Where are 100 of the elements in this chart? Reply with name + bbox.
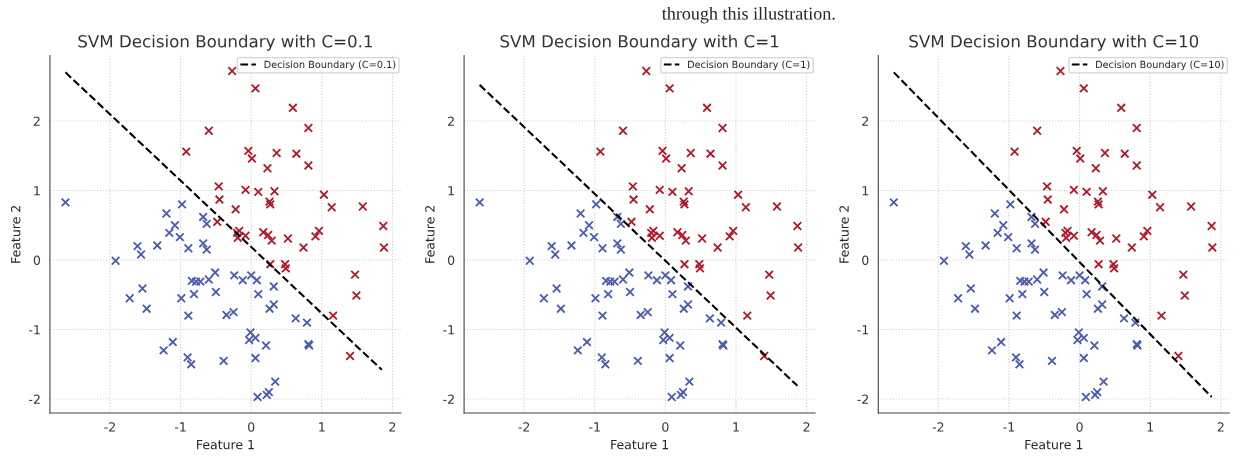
point bbox=[1004, 293, 1015, 303]
point bbox=[269, 186, 280, 196]
x-axis-title: Feature 1 bbox=[1025, 440, 1083, 450]
x-tick-label: -1 bbox=[174, 422, 186, 432]
point bbox=[1098, 186, 1108, 196]
point bbox=[964, 249, 975, 260]
point bbox=[618, 126, 628, 136]
point bbox=[110, 256, 121, 266]
x-tick-label: -2 bbox=[518, 422, 530, 432]
point bbox=[182, 352, 193, 363]
point bbox=[657, 146, 668, 156]
point bbox=[258, 227, 268, 237]
point bbox=[1038, 267, 1049, 278]
point bbox=[175, 232, 185, 242]
point bbox=[584, 220, 594, 230]
y-tick-label: -2 bbox=[857, 394, 868, 404]
point bbox=[250, 353, 261, 363]
x-tick-label: 0 bbox=[1076, 422, 1083, 432]
point bbox=[1030, 244, 1040, 255]
point bbox=[1156, 310, 1167, 321]
point bbox=[280, 259, 290, 269]
y-tick-label: -1 bbox=[857, 325, 869, 335]
point bbox=[667, 187, 678, 197]
point bbox=[998, 220, 1008, 230]
point bbox=[1109, 263, 1119, 274]
point bbox=[230, 204, 241, 215]
point bbox=[1066, 275, 1076, 285]
point bbox=[1178, 269, 1189, 280]
point bbox=[575, 208, 586, 219]
point bbox=[550, 249, 560, 260]
point bbox=[1069, 185, 1079, 195]
y-axis-title: Feature 2 bbox=[425, 206, 435, 263]
point bbox=[589, 232, 599, 242]
point bbox=[578, 228, 589, 238]
point bbox=[247, 153, 257, 164]
point bbox=[792, 221, 803, 231]
point bbox=[1074, 270, 1085, 281]
point bbox=[1072, 146, 1082, 156]
y-tick-label: 2 bbox=[448, 116, 454, 126]
point bbox=[302, 317, 312, 328]
x-tick-label: 1 bbox=[733, 422, 739, 432]
point bbox=[1075, 153, 1085, 164]
point bbox=[211, 287, 221, 297]
point bbox=[271, 148, 282, 158]
point bbox=[1009, 146, 1020, 157]
legend-label: Decision Boundary (C=10) bbox=[1096, 60, 1224, 70]
point bbox=[1003, 232, 1013, 242]
point bbox=[345, 351, 355, 361]
point bbox=[660, 270, 671, 281]
point bbox=[310, 231, 321, 242]
point bbox=[659, 327, 670, 338]
y-axis-title: Feature 2 bbox=[11, 206, 21, 263]
point bbox=[1057, 270, 1068, 281]
point bbox=[793, 242, 803, 253]
point bbox=[525, 256, 535, 266]
point bbox=[1207, 242, 1218, 253]
point bbox=[1080, 275, 1090, 285]
y-tick-label: -2 bbox=[443, 394, 454, 404]
y-tick-label: -1 bbox=[29, 325, 40, 335]
point bbox=[672, 227, 683, 237]
point bbox=[683, 281, 693, 292]
point bbox=[1017, 289, 1028, 299]
point bbox=[633, 356, 643, 366]
point bbox=[201, 219, 212, 229]
point bbox=[573, 345, 583, 356]
point bbox=[269, 281, 279, 292]
point bbox=[966, 283, 976, 294]
point bbox=[1074, 327, 1084, 338]
point bbox=[1091, 163, 1101, 173]
point bbox=[655, 185, 665, 195]
point bbox=[283, 233, 293, 244]
point bbox=[1039, 287, 1049, 297]
point bbox=[1032, 126, 1042, 136]
point bbox=[1098, 376, 1109, 387]
chart-title: SVM Decision Boundary with C=10 bbox=[909, 34, 1199, 51]
point bbox=[1120, 148, 1130, 159]
point bbox=[652, 275, 662, 285]
point bbox=[269, 299, 279, 310]
y-tick-label: -2 bbox=[29, 394, 40, 404]
point bbox=[281, 263, 291, 274]
point bbox=[676, 163, 687, 173]
point bbox=[176, 293, 186, 303]
point bbox=[1180, 290, 1190, 301]
point bbox=[679, 259, 690, 269]
y-tick-label: 1 bbox=[862, 186, 869, 196]
point bbox=[705, 148, 716, 159]
point bbox=[240, 185, 251, 195]
point bbox=[1097, 299, 1107, 310]
point bbox=[1086, 227, 1097, 237]
point bbox=[1130, 317, 1141, 328]
point bbox=[212, 217, 223, 227]
y-axis-title: Feature 2 bbox=[839, 206, 849, 263]
point bbox=[741, 202, 751, 212]
point bbox=[1132, 160, 1142, 171]
point bbox=[953, 293, 963, 303]
point bbox=[1040, 217, 1051, 227]
point bbox=[697, 233, 707, 244]
point bbox=[210, 267, 220, 278]
y-tick-label: 0 bbox=[862, 255, 869, 265]
point bbox=[1147, 189, 1158, 200]
